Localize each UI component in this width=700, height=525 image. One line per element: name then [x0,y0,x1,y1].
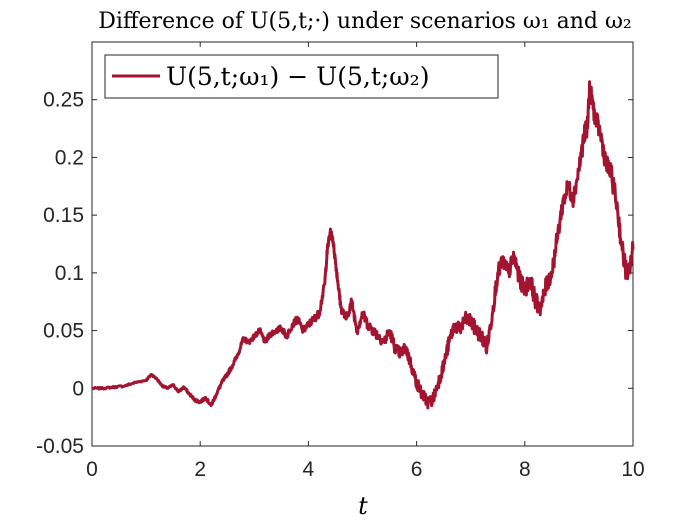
chart-title: Difference of U(5,t;·) under scenarios ω… [98,9,632,34]
x-axis: 0 2 4 6 8 10 [86,42,645,481]
x-tick-label: 4 [303,458,315,481]
x-tick-label: 8 [519,458,531,481]
legend-box [104,54,499,99]
y-tick-label: -0.05 [36,435,84,458]
y-tick-label: 0.2 [55,146,84,169]
y-tick-label: 0.15 [43,204,84,227]
y-tick-label: 0 [72,377,84,400]
x-tick-label: 2 [194,458,206,481]
plot-area [91,41,634,447]
legend-label: U(5,t;ω₁) − U(5,t;ω₂) [166,62,429,91]
y-tick-label: 0.25 [43,89,84,112]
x-tick-label: 0 [86,458,98,481]
y-axis: -0.05 0 0.05 0.1 0.15 0.2 0.25 [36,89,633,458]
x-tick-label: 6 [411,458,423,481]
x-axis-label: t [358,492,368,520]
x-tick-label: 10 [621,458,644,481]
y-tick-label: 0.1 [55,262,84,285]
y-tick-label: 0.05 [43,320,84,343]
legend: U(5,t;ω₁) − U(5,t;ω₂) [104,54,499,99]
series-line [91,80,635,410]
